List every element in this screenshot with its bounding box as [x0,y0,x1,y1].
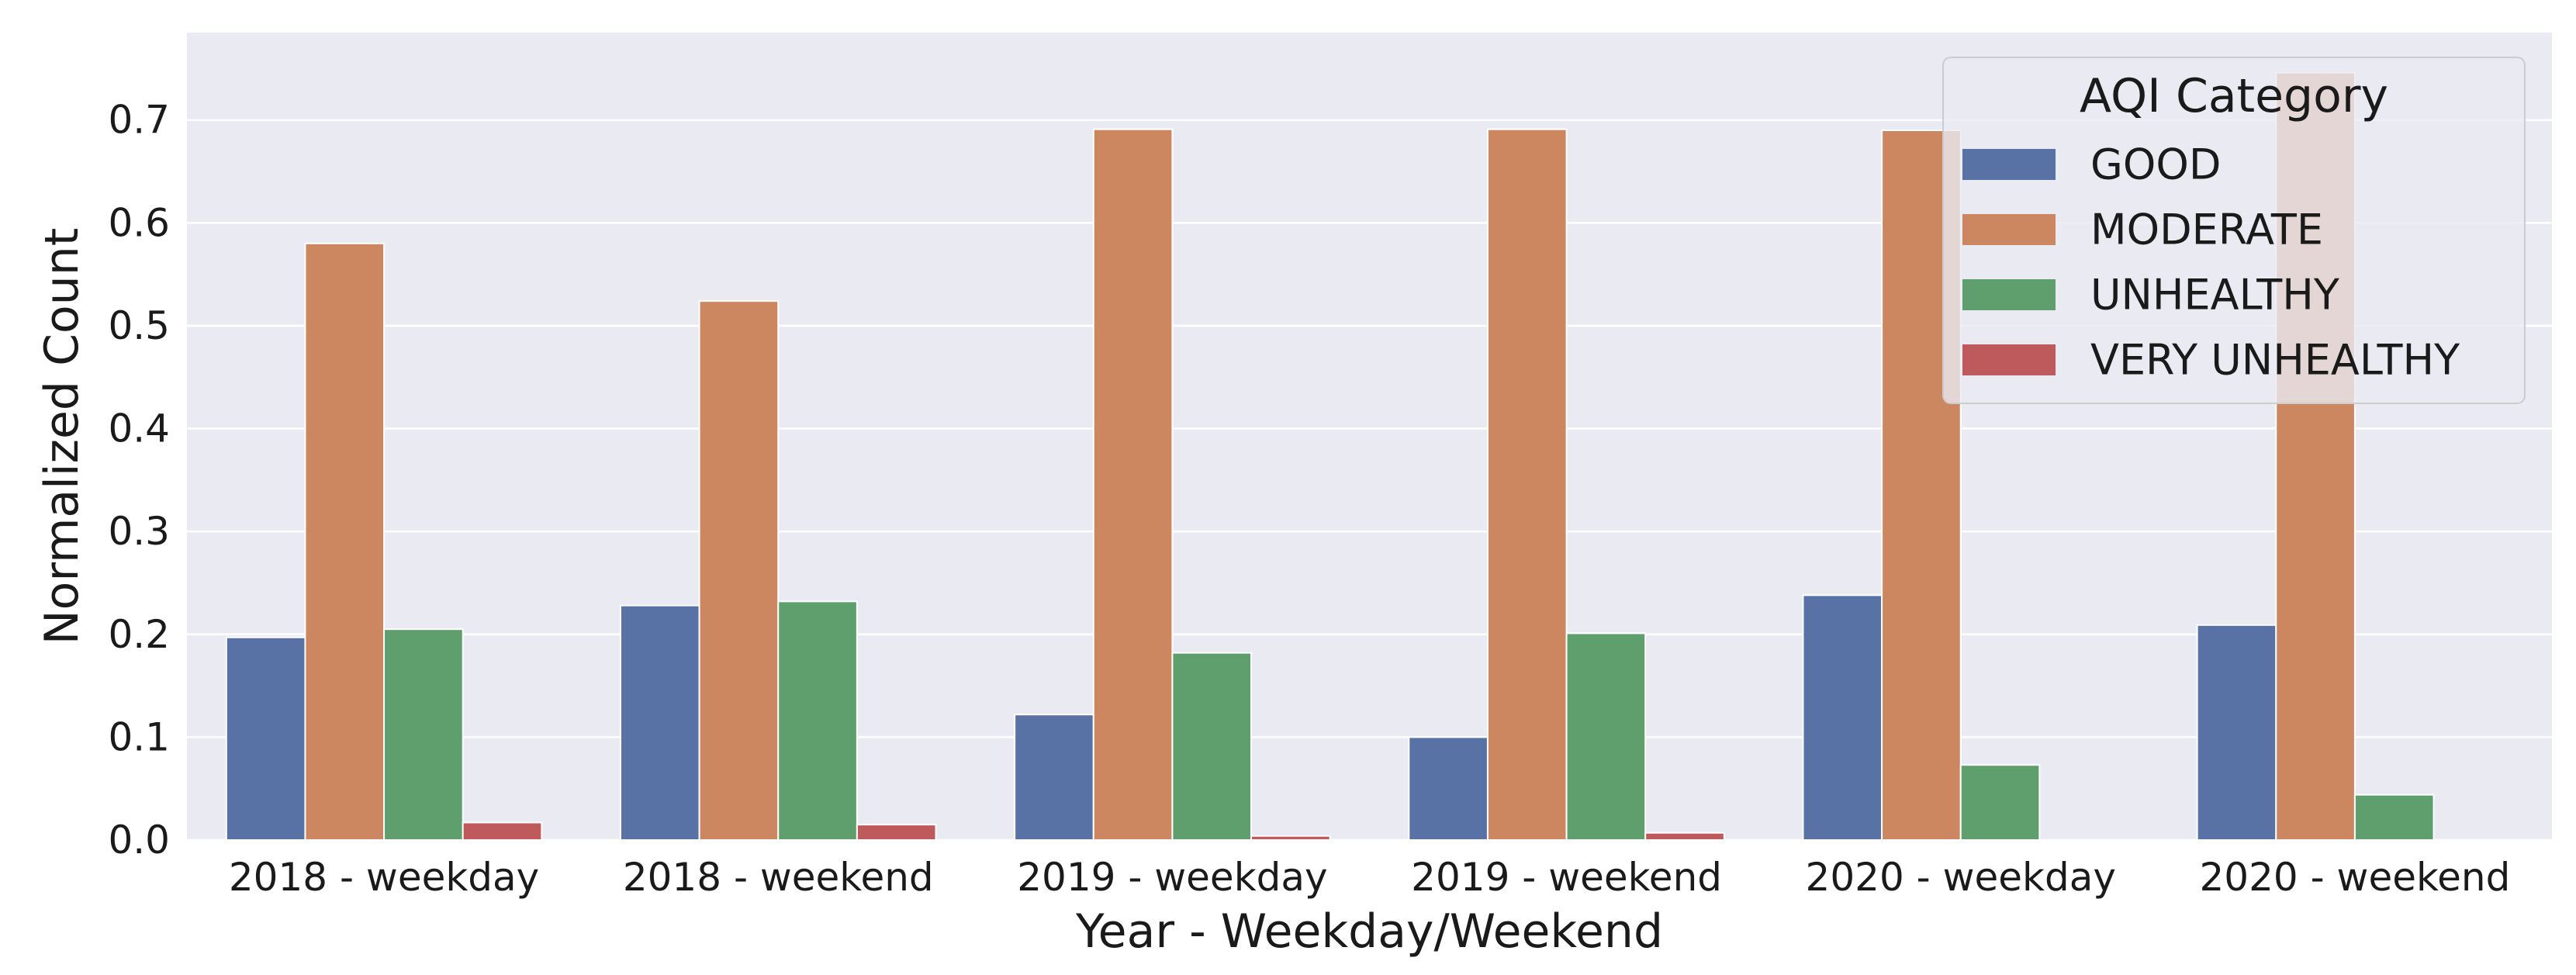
bar-very-unhealthy [462,821,543,842]
y-tick-label: 0.7 [108,98,170,143]
y-tick-label: 0.6 [108,200,170,245]
y-tick-label: 0.5 [108,303,170,348]
x-tick-label: 2019 - weekday [1017,855,1327,900]
x-tick-label: 2018 - weekend [623,855,934,900]
x-tick-label: 2019 - weekend [1411,855,1722,900]
bar-moderate [1486,128,1568,841]
y-tick-label: 0.0 [108,818,170,863]
bar-unhealthy [383,628,464,841]
x-tick-label: 2020 - weekend [2199,855,2510,900]
bar-very-unhealthy [1250,835,1331,842]
legend-box [1942,57,2526,404]
legend-label: MODERATE [2090,206,2323,254]
bar-good [1014,714,1094,841]
bar-unhealthy [1565,632,1647,841]
bar-unhealthy [777,600,858,842]
bar-good [2196,624,2277,841]
bar-very-unhealthy [856,824,937,841]
bar-moderate [1092,128,1174,841]
bar-moderate [698,300,780,842]
bar-good [1802,594,1883,841]
bar-unhealthy [2353,793,2435,842]
legend-label: GOOD [2090,140,2221,189]
x-tick-label: 2018 - weekday [229,855,539,900]
legend-label: UNHEALTHY [2090,271,2340,320]
y-tick-label: 0.3 [108,509,170,554]
y-tick-label: 0.4 [108,406,170,451]
bar-good [1408,736,1489,842]
legend-items: GOOD MODERATE UNHEALTHY VERY UNHEALTHY [1962,140,2460,385]
legend-swatch-good [1962,149,2056,180]
bar-moderate [304,242,386,841]
x-tick-label: 2020 - weekday [1806,855,2116,900]
legend-swatch-unhealthy [1962,279,2056,310]
bar-good [619,604,700,841]
x-axis-title: Year - Weekday/Weekend [1075,904,1663,959]
legend-swatch-moderate [1962,214,2056,245]
legend-title: AQI Category [2080,69,2388,123]
legend-label: VERY UNHEALTHY [2090,336,2460,385]
bar-very-unhealthy [1644,832,1725,841]
legend: AQI Category GOOD MODERATE UNHEALTHY VERY U… [1942,57,2526,404]
y-axis-title: Normalized Count [35,228,89,645]
bar-unhealthy [1959,764,2041,841]
y-tick-labels: 0.0 0.1 0.2 0.3 0.4 0.5 0.6 0.7 [108,98,170,863]
bar-unhealthy [1171,652,1253,842]
y-tick-label: 0.2 [108,612,170,657]
legend-swatch-very-unhealthy [1962,344,2056,375]
bar-good [225,636,306,842]
y-tick-label: 0.1 [108,714,170,759]
x-tick-labels: 2018 - weekday 2018 - weekend 2019 - weekd… [229,855,2510,900]
